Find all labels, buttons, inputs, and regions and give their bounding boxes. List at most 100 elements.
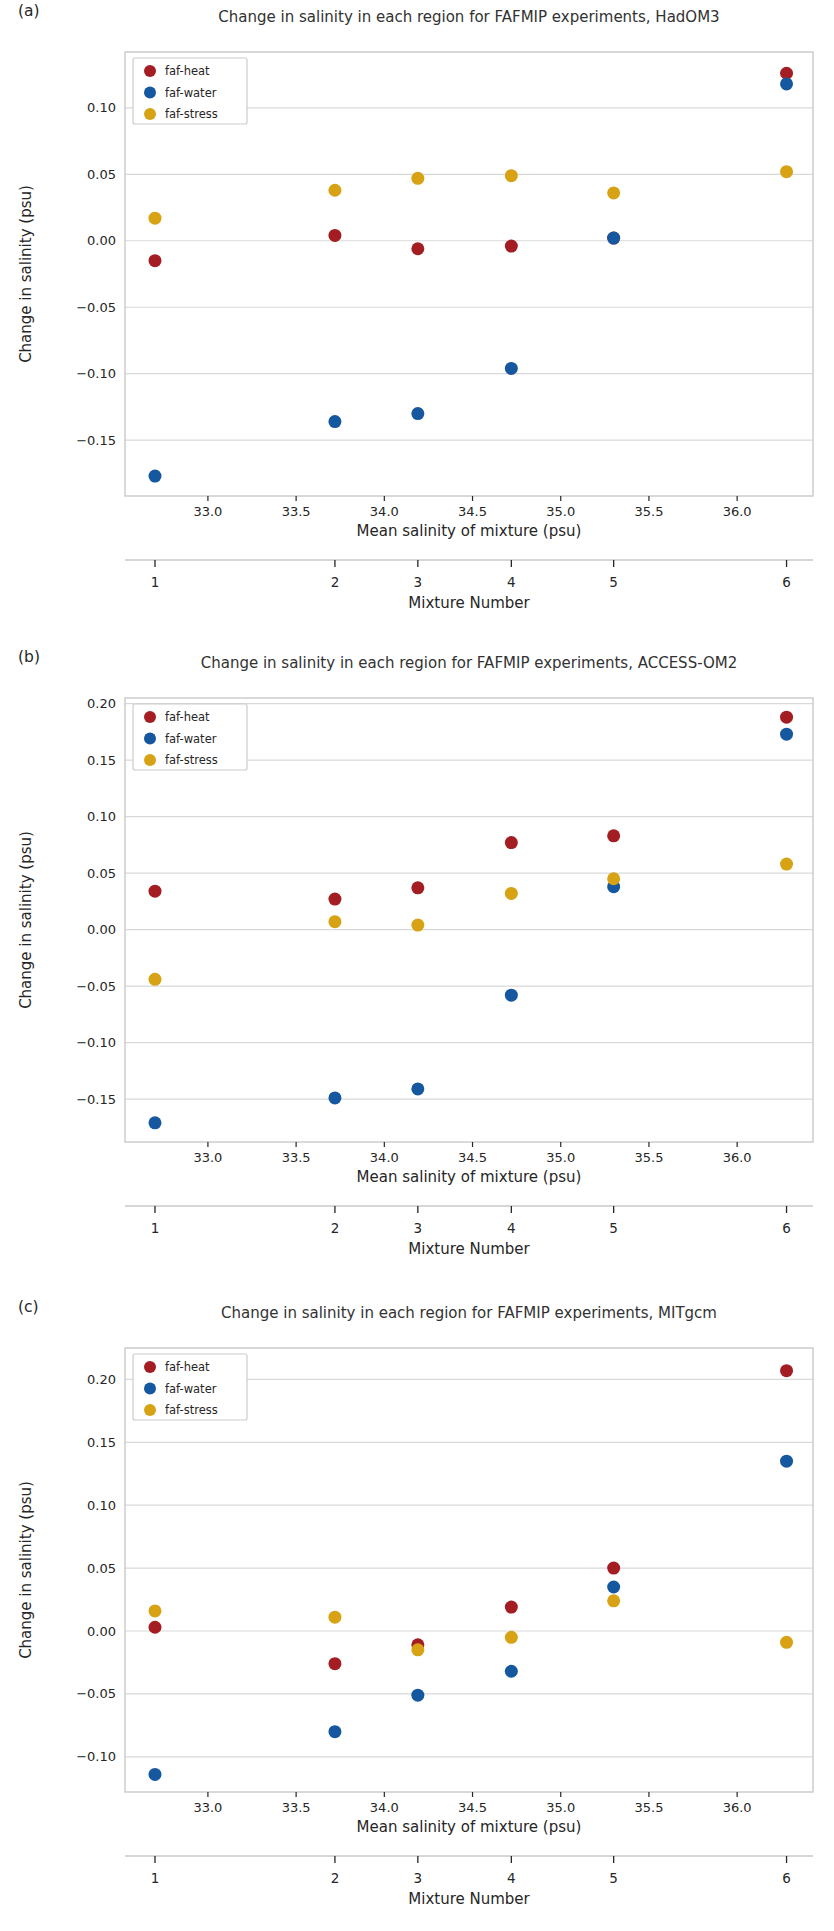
point-faf-stress-mixture-3: [411, 172, 424, 185]
legend-label-faf-heat: faf-heat: [165, 64, 210, 78]
point-faf-water-mixture-2: [328, 1091, 341, 1104]
legend-label-faf-stress: faf-stress: [165, 107, 218, 121]
x-tick-label: 33.5: [282, 1800, 311, 1815]
legend-label-faf-water: faf-water: [165, 732, 217, 746]
x-tick-label: 36.0: [723, 1800, 752, 1815]
x-tick-label: 34.0: [370, 1150, 399, 1165]
legend-label-faf-heat: faf-heat: [165, 1360, 210, 1374]
mixture-number-label: 6: [782, 574, 791, 590]
point-faf-heat-mixture-2: [328, 1657, 341, 1670]
x-axis-label: Mean salinity of mixture (psu): [125, 522, 813, 540]
point-faf-water-mixture-3: [411, 407, 424, 420]
point-faf-heat-mixture-3: [411, 242, 424, 255]
y-tick-label: −0.10: [76, 366, 116, 381]
panel-c: (c) Change in salinity in each region fo…: [0, 1280, 834, 1931]
legend-label-faf-stress: faf-stress: [165, 753, 218, 767]
point-faf-stress-mixture-6: [780, 858, 793, 871]
secondary-axis-label: Mixture Number: [125, 594, 813, 612]
x-tick-label: 35.0: [546, 1800, 575, 1815]
point-faf-heat-mixture-1: [148, 1621, 161, 1634]
legend-marker-faf-stress: [144, 1404, 156, 1416]
mixture-number-label: 2: [331, 1220, 340, 1236]
mixture-number-label: 5: [609, 1870, 618, 1886]
y-tick-label: −0.15: [76, 1092, 116, 1107]
y-tick-label: 0.20: [87, 696, 116, 711]
point-faf-stress-mixture-2: [328, 1611, 341, 1624]
point-faf-heat-mixture-1: [148, 885, 161, 898]
mixture-number-label: 3: [414, 574, 423, 590]
mixture-number-label: 3: [414, 1870, 423, 1886]
legend-marker-faf-heat: [144, 65, 156, 77]
point-faf-stress-mixture-6: [780, 1636, 793, 1649]
legend-marker-faf-stress: [144, 754, 156, 766]
x-tick-label: 33.0: [193, 1150, 222, 1165]
y-tick-label: 0.20: [87, 1372, 116, 1387]
y-tick-label: −0.05: [76, 979, 116, 994]
point-faf-stress-mixture-3: [411, 919, 424, 932]
x-tick-label: 34.5: [458, 504, 487, 519]
y-tick-label: 0.05: [87, 1561, 116, 1576]
mixture-number-label: 4: [507, 1870, 516, 1886]
y-tick-label: 0.00: [87, 922, 116, 937]
mixture-number-label: 5: [609, 574, 618, 590]
legend-label-faf-water: faf-water: [165, 86, 217, 100]
point-faf-stress-mixture-4: [505, 169, 518, 182]
x-tick-label: 33.0: [193, 1800, 222, 1815]
mixture-number-label: 3: [414, 1220, 423, 1236]
mixture-number-label: 1: [151, 1870, 160, 1886]
y-tick-label: 0.10: [87, 100, 116, 115]
point-faf-stress-mixture-4: [505, 887, 518, 900]
legend-label-faf-water: faf-water: [165, 1382, 217, 1396]
mixture-number-label: 4: [507, 1220, 516, 1236]
point-faf-water-mixture-4: [505, 362, 518, 375]
point-faf-water-mixture-5: [607, 232, 620, 245]
y-tick-label: 0.15: [87, 753, 116, 768]
y-tick-label: −0.05: [76, 1686, 116, 1701]
point-faf-heat-mixture-2: [328, 893, 341, 906]
point-faf-heat-mixture-6: [780, 1364, 793, 1377]
point-faf-heat-mixture-4: [505, 240, 518, 253]
point-faf-water-mixture-1: [148, 1116, 161, 1129]
point-faf-stress-mixture-5: [607, 872, 620, 885]
y-tick-label: −0.10: [76, 1749, 116, 1764]
legend-label-faf-stress: faf-stress: [165, 1403, 218, 1417]
point-faf-stress-mixture-1: [148, 973, 161, 986]
mixture-number-label: 1: [151, 1220, 160, 1236]
point-faf-water-mixture-3: [411, 1082, 424, 1095]
x-tick-label: 35.5: [634, 504, 663, 519]
y-tick-label: 0.10: [87, 1498, 116, 1513]
legend-marker-faf-heat: [144, 711, 156, 723]
x-tick-label: 35.0: [546, 1150, 575, 1165]
y-tick-label: 0.15: [87, 1435, 116, 1450]
x-tick-label: 35.5: [634, 1800, 663, 1815]
point-faf-stress-mixture-2: [328, 184, 341, 197]
mixture-number-label: 2: [331, 1870, 340, 1886]
point-faf-water-mixture-1: [148, 470, 161, 483]
x-tick-label: 35.5: [634, 1150, 663, 1165]
y-tick-label: 0.10: [87, 809, 116, 824]
y-tick-label: −0.05: [76, 300, 116, 315]
panel-b: (b) Change in salinity in each region fo…: [0, 630, 834, 1280]
point-faf-water-mixture-2: [328, 1725, 341, 1738]
y-tick-label: 0.00: [87, 1624, 116, 1639]
y-tick-label: −0.10: [76, 1035, 116, 1050]
point-faf-water-mixture-2: [328, 415, 341, 428]
legend-marker-faf-water: [144, 1383, 156, 1395]
x-tick-label: 33.5: [282, 504, 311, 519]
panel-a: (a) Change in salinity in each region fo…: [0, 0, 834, 630]
point-faf-water-mixture-4: [505, 1665, 518, 1678]
point-faf-water-mixture-4: [505, 989, 518, 1002]
point-faf-stress-mixture-3: [411, 1643, 424, 1656]
point-faf-water-mixture-6: [780, 728, 793, 741]
point-faf-heat-mixture-2: [328, 229, 341, 242]
point-faf-heat-mixture-5: [607, 1562, 620, 1575]
legend-marker-faf-stress: [144, 108, 156, 120]
x-tick-label: 36.0: [723, 504, 752, 519]
point-faf-water-mixture-6: [780, 77, 793, 90]
x-tick-label: 35.0: [546, 504, 575, 519]
point-faf-stress-mixture-1: [148, 212, 161, 225]
x-tick-label: 34.5: [458, 1150, 487, 1165]
mixture-number-label: 2: [331, 574, 340, 590]
mixture-number-label: 1: [151, 574, 160, 590]
mixture-number-label: 4: [507, 574, 516, 590]
